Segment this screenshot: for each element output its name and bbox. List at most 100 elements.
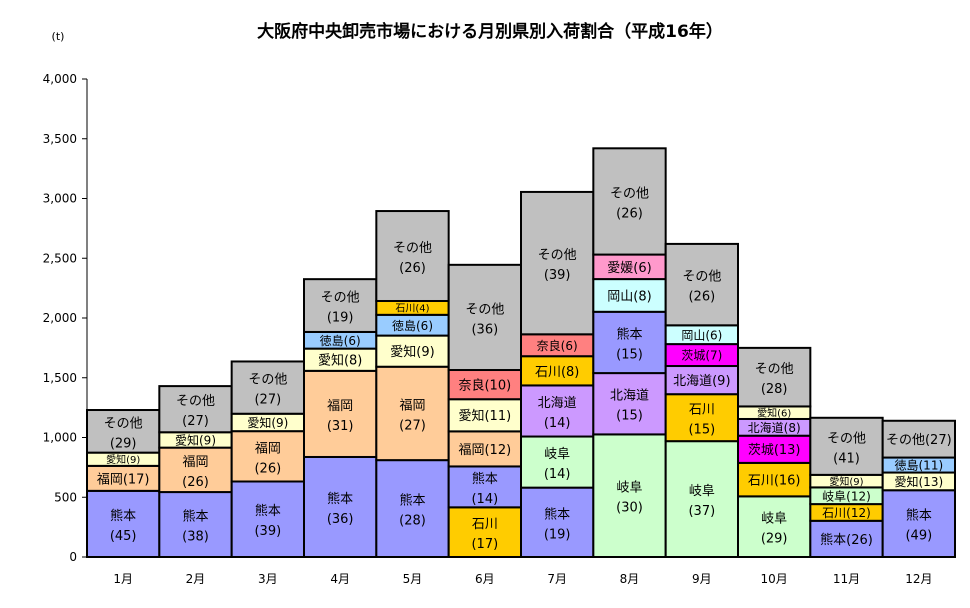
segment-pct-label: (29)	[761, 532, 788, 547]
segment-pct-label: (15)	[616, 409, 643, 424]
segment-label: 熊本	[472, 471, 498, 487]
bar-segment-福岡	[86, 464, 161, 492]
segment-label: 愛知(9)	[390, 344, 434, 360]
segment-label: 愛知(6)	[757, 407, 791, 420]
segment-label: 福岡	[399, 398, 425, 413]
segment-pct-label: (17)	[471, 537, 498, 552]
segment-pct-label: (14)	[544, 416, 571, 431]
segment-label: 茨城(7)	[681, 349, 722, 363]
segment-pct-label: (36)	[327, 512, 354, 527]
bar-segment-その他	[230, 360, 306, 415]
segment-label: 岐阜	[616, 480, 642, 496]
segment-label: 熊本	[255, 503, 281, 519]
segment-label: 愛知(9)	[247, 416, 288, 430]
segment-pct-label: (27)	[254, 393, 281, 408]
y-tick-label: 1,500	[43, 371, 77, 385]
segment-label: 北海道(9)	[673, 374, 730, 389]
segment-label: 岐阜	[689, 483, 715, 499]
bar-segment-その他	[592, 147, 667, 256]
segment-label: 愛知(9)	[829, 475, 863, 488]
bar-segment-北海道	[520, 384, 595, 438]
segment-label: その他	[755, 362, 794, 377]
segment-label: 石川	[689, 403, 715, 418]
segment-pct-label: (39)	[254, 524, 281, 539]
bar-segment-奈良	[447, 369, 522, 401]
segment-pct-label: (37)	[688, 504, 715, 519]
segment-label: 北海道	[538, 396, 577, 411]
segment-pct-label: (26)	[688, 290, 715, 305]
bar-segment-岐阜	[520, 435, 595, 489]
segment-pct-label: (15)	[688, 423, 715, 438]
bar-segment-愛知	[447, 398, 522, 433]
bar-segment-その他	[303, 278, 378, 333]
segment-pct-label: (27)	[399, 418, 426, 433]
x-tick-label: 1月	[113, 572, 133, 586]
segment-label: 茨城(13)	[748, 443, 801, 458]
segment-pct-label: (26)	[399, 261, 426, 276]
segment-label: 熊本	[327, 491, 353, 507]
x-tick-label: 5月	[403, 572, 423, 586]
x-tick-label: 8月	[620, 572, 640, 586]
segment-pct-label: (38)	[182, 530, 209, 545]
segment-pct-label: (14)	[544, 467, 571, 482]
segment-label: 福岡	[255, 441, 281, 456]
segment-label: 愛知(9)	[106, 453, 140, 466]
x-tick-label: 4月	[330, 572, 350, 586]
segment-pct-label: (41)	[833, 451, 860, 466]
segment-pct-label: (39)	[544, 268, 571, 283]
segment-label: 北海道(8)	[748, 420, 801, 435]
segment-label: その他	[393, 241, 432, 256]
segment-pct-label: (31)	[327, 419, 354, 434]
segment-label: 福岡(17)	[97, 472, 150, 487]
x-tick-label: 12月	[905, 572, 932, 586]
bar-segment-その他	[664, 242, 740, 327]
bar-segment-その他	[447, 263, 522, 372]
segment-label: 熊本	[110, 508, 136, 524]
segment-label: 岐阜(12)	[822, 489, 871, 503]
segment-label: 石川(16)	[748, 474, 801, 489]
y-tick-label: 4,000	[43, 72, 77, 86]
x-tick-label: 7月	[547, 572, 567, 586]
segment-label: その他	[538, 248, 577, 263]
axes-group: 1月 2月 3月 4月 5月 6月 7月 8月 9月 10月 11月 12月 0 500 1,000 1,50…	[43, 72, 955, 586]
bar-segment-石川	[737, 461, 812, 498]
segment-label: 愛媛(6)	[607, 261, 651, 276]
bar-segment-石川	[447, 506, 522, 559]
x-tick-label: 3月	[258, 572, 278, 586]
bar-segment-石川	[520, 355, 595, 387]
segment-label: 熊本	[906, 508, 932, 524]
bar-segment-北海道	[592, 372, 667, 436]
bar-segment-その他	[86, 409, 161, 454]
y-tick-label: 2,500	[43, 251, 77, 265]
bar-segment-熊本	[881, 489, 957, 559]
segment-pct-label: (28)	[761, 382, 788, 397]
bar-segment-福岡	[230, 430, 306, 483]
segment-pct-label: (19)	[327, 311, 354, 326]
segment-label: 熊本	[182, 509, 208, 525]
segment-label: 徳島(6)	[392, 318, 433, 333]
y-axis-unit: (t)	[52, 30, 65, 43]
segment-label: 徳島(6)	[320, 333, 361, 348]
segment-label: 福岡	[327, 399, 353, 414]
segment-label: その他	[248, 373, 287, 388]
segment-label: 石川	[472, 517, 498, 532]
segment-label: 北海道	[610, 389, 649, 404]
bar-segment-その他	[375, 210, 450, 302]
segment-label: 熊本(26)	[820, 532, 873, 548]
y-tick-label: 2,000	[43, 311, 77, 325]
segment-label: その他	[104, 416, 143, 431]
segment-label: 岐阜	[761, 511, 787, 527]
bar-segment-北海道	[664, 365, 740, 396]
y-tick-label: 500	[54, 490, 77, 504]
segment-label: 石川(4)	[395, 304, 429, 315]
x-tick-label: 10月	[761, 572, 788, 586]
segment-pct-label: (49)	[905, 529, 932, 544]
bar-segment-岐阜	[737, 495, 812, 559]
x-tick-label: 6月	[475, 572, 495, 586]
segment-pct-label: (30)	[616, 501, 643, 516]
segment-pct-label: (36)	[471, 322, 498, 337]
bar-segment-その他	[158, 385, 233, 434]
bar-segment-福岡	[375, 365, 450, 462]
bar-segment-その他	[737, 346, 812, 408]
